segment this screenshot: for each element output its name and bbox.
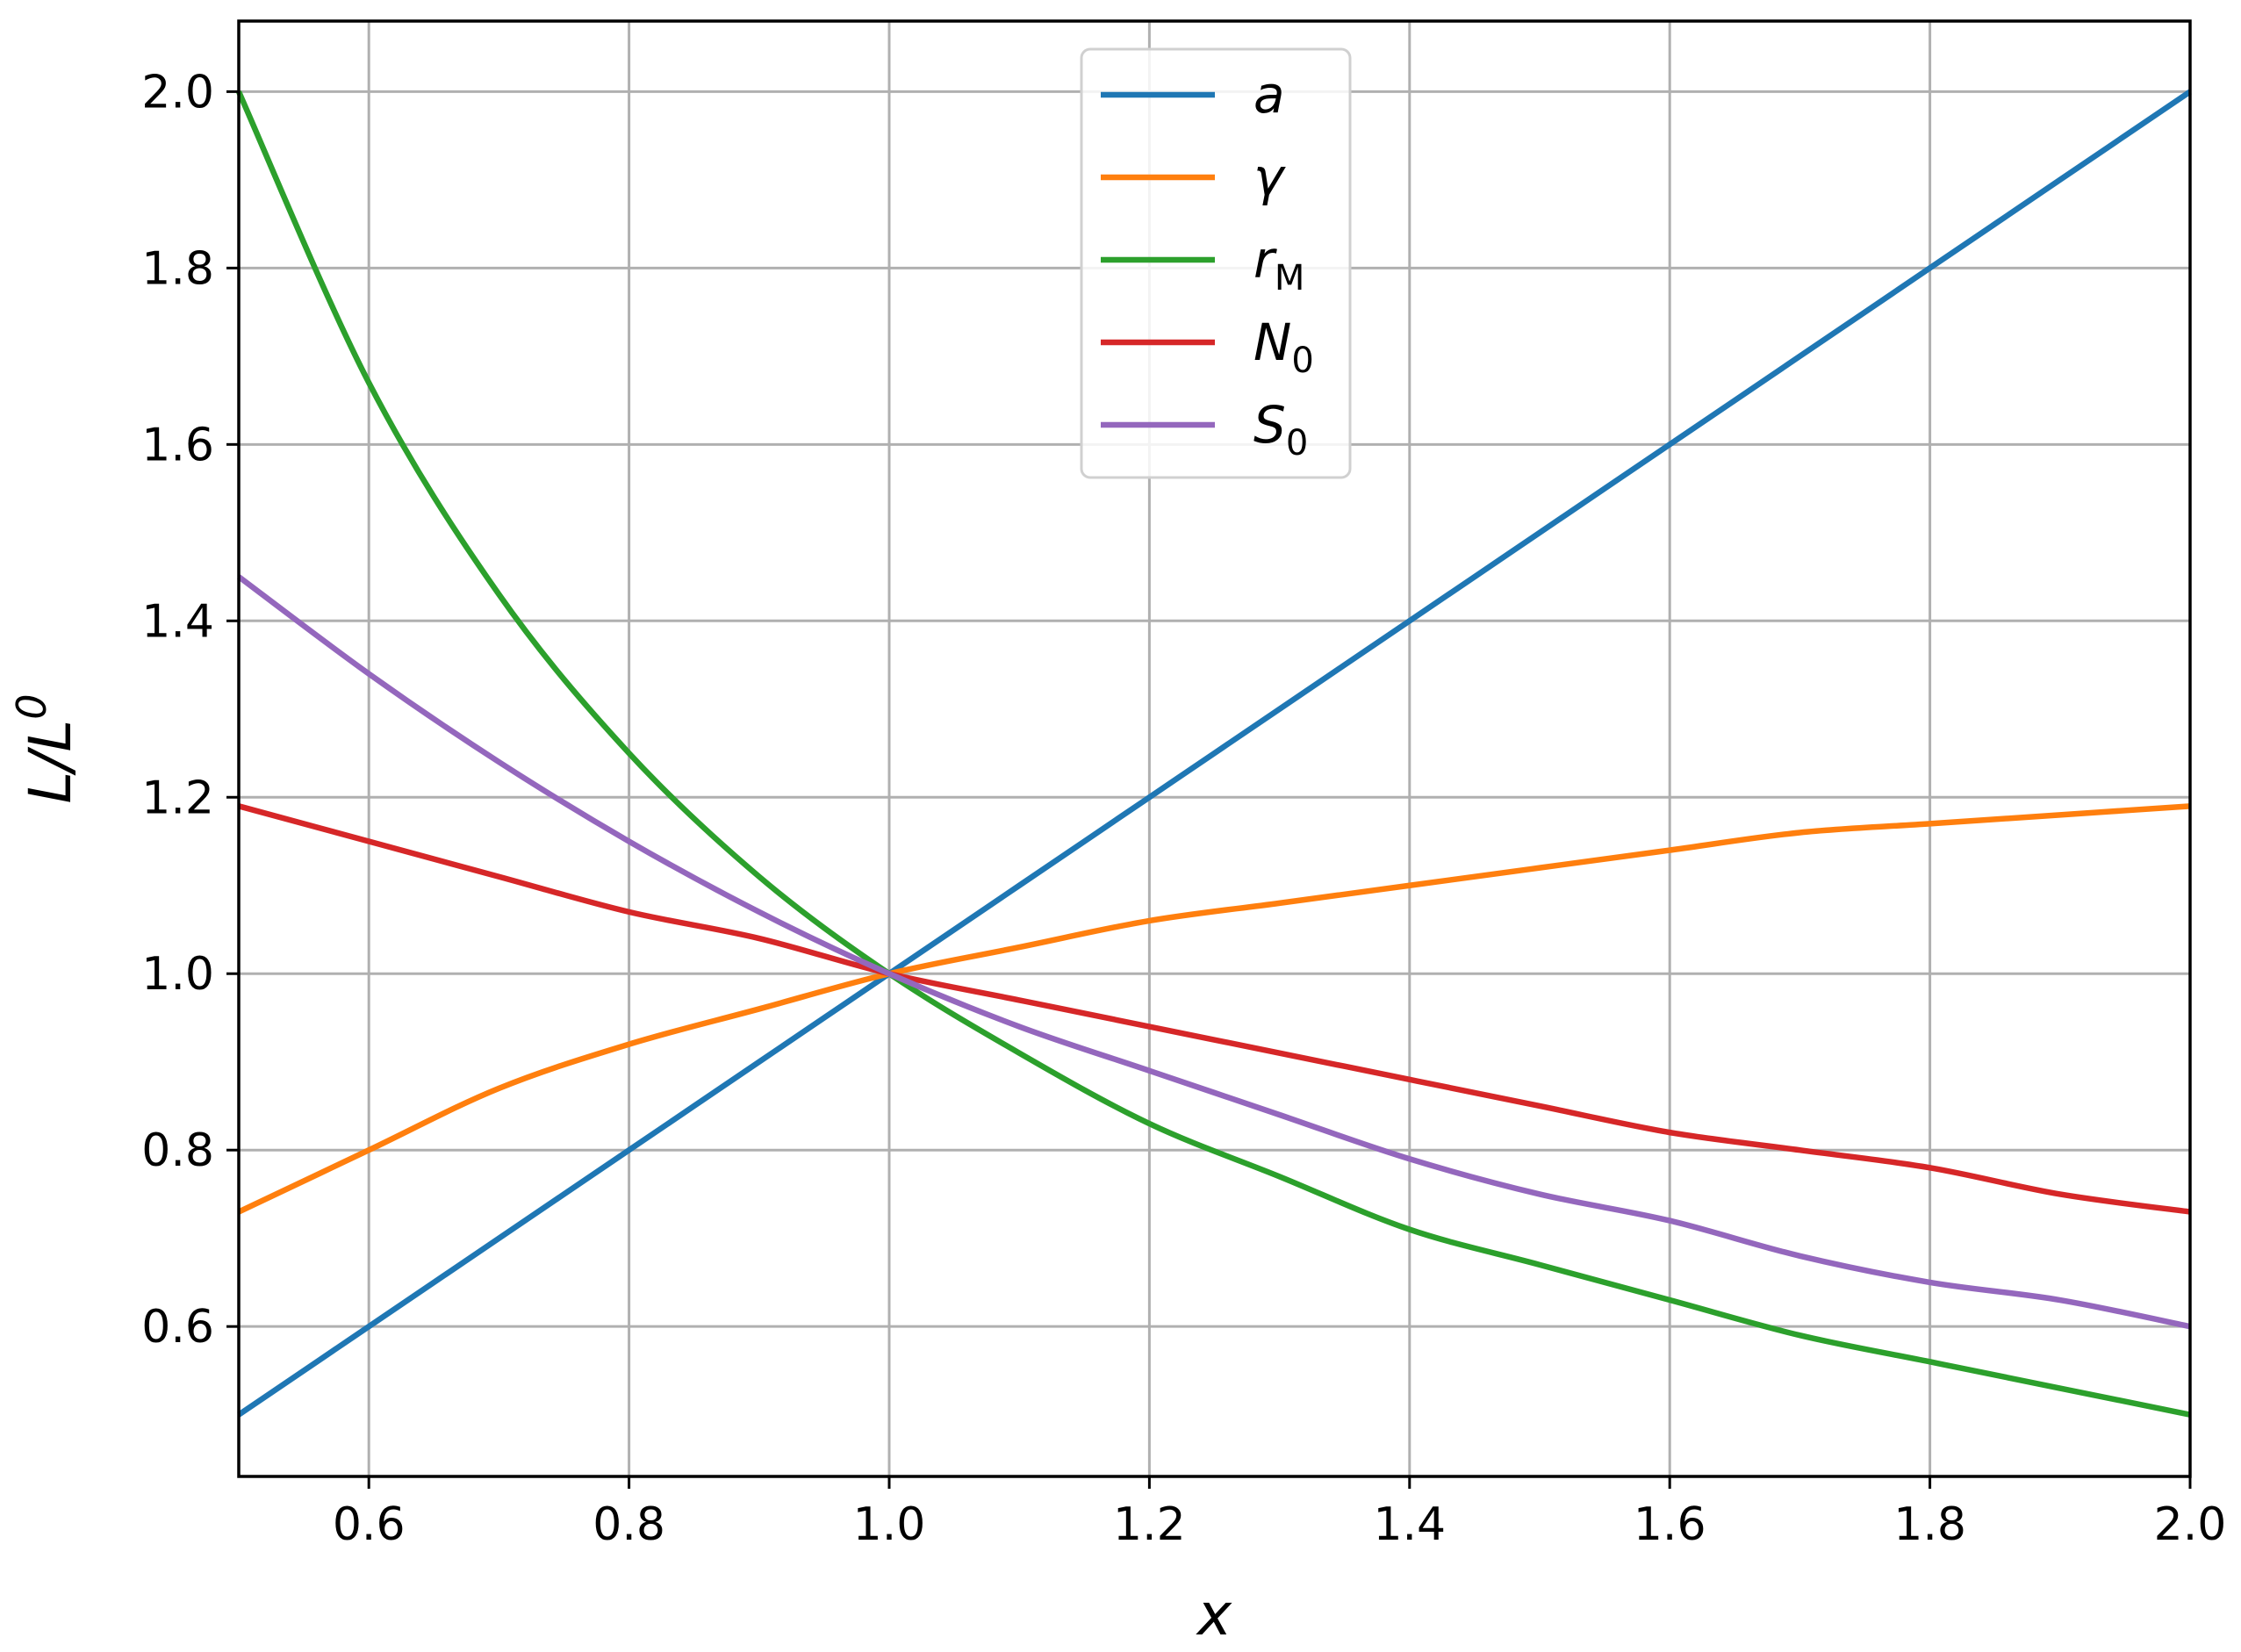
x-tick-label: 1.4 [1373,1498,1446,1551]
y-tick-label: 1.0 [141,948,214,1001]
x-tick-label: 2.0 [2154,1498,2227,1551]
y-tick-label: 2.0 [141,66,214,119]
series-line-rM [236,90,2191,1418]
legend-label-name: γ [1253,147,1286,207]
y-tick-label: 1.2 [141,772,214,824]
series-line-S0 [237,574,2191,1330]
y-axis-label-superscript: 0 [8,693,55,719]
series-lines [236,89,2192,1418]
legend-label: S0 [1253,395,1308,463]
legend-label-subscript: 0 [1286,423,1308,463]
y-tick-label: 0.6 [141,1301,214,1354]
legend-label-subscript: M [1275,258,1305,298]
legend-label-name: S [1253,395,1286,455]
legend-label: N0 [1253,312,1314,381]
y-tick-label: 1.4 [141,595,214,648]
series-line-N0 [238,803,2191,1215]
x-tick-label: 1.8 [1893,1498,1966,1551]
y-tick-label: 0.8 [141,1124,214,1177]
x-tick-label: 1.0 [853,1498,926,1551]
legend-box [1080,47,1352,479]
legend-label-name: N [1253,312,1291,372]
x-tick-label: 0.6 [333,1498,406,1551]
legend-label: γ [1253,147,1286,207]
legend-label-name: a [1253,65,1285,125]
legend-label: a [1253,65,1285,125]
y-tick-label: 1.6 [141,419,214,471]
axis-ticks: 0.6 0.8 1.0 1.2 1.4 1.6 1.8 2.0 0.6 0.8 1.0 1.2 1.4 1… [141,66,2226,1551]
y-axis-label-base: L/L [17,720,84,804]
series-line-a [237,89,2192,1418]
y-tick-label: 1.8 [141,242,214,295]
x-axis-label: x [1196,1581,1232,1648]
y-axis-label: L/L0 [8,693,84,803]
series-line-γ [237,803,2191,1215]
x-tick-label: 1.6 [1634,1498,1706,1551]
legend-label: rM [1253,230,1304,298]
legend-label-subscript: 0 [1291,341,1313,381]
plot-frame [237,19,2192,1478]
x-tick-label: 0.8 [593,1498,665,1551]
x-tick-label: 1.2 [1113,1498,1186,1551]
legend-label-name: r [1253,230,1277,290]
